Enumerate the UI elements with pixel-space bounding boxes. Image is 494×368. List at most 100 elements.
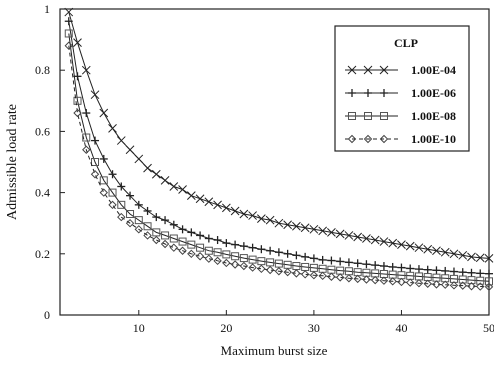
data-point xyxy=(449,249,459,259)
data-point xyxy=(309,254,318,263)
data-point xyxy=(143,222,152,231)
legend-marker xyxy=(347,134,357,144)
data-point xyxy=(485,277,493,286)
y-tick-label: 1 xyxy=(44,2,50,16)
plot-frame xyxy=(59,8,490,316)
axes-layer: 10 20 30 40 50 0 0.2 0.4 0.6 0.8 1 xyxy=(35,2,494,335)
data-point xyxy=(274,248,283,257)
data-point xyxy=(81,65,91,75)
legend-marker xyxy=(348,112,356,120)
data-point xyxy=(423,279,432,288)
x-tick-label: 10 xyxy=(133,321,145,335)
series-1.00E-10 xyxy=(64,41,494,292)
data-point xyxy=(440,247,450,257)
y-axis-label: Admissible load rate xyxy=(5,104,20,220)
data-point xyxy=(239,254,248,263)
legend-marker xyxy=(364,112,372,120)
data-point xyxy=(134,225,144,234)
data-point xyxy=(336,257,345,266)
data-point xyxy=(388,277,397,286)
data-point xyxy=(213,200,222,210)
data-point xyxy=(186,191,196,201)
data-point xyxy=(467,268,476,277)
data-point xyxy=(90,170,100,179)
data-point xyxy=(327,256,336,265)
data-point xyxy=(117,182,126,191)
series-layer xyxy=(64,7,494,292)
data-point xyxy=(265,215,275,225)
data-point xyxy=(485,269,493,278)
data-point xyxy=(187,228,196,237)
legend-marker xyxy=(348,89,356,97)
data-point xyxy=(73,38,82,48)
data-point xyxy=(161,231,170,240)
data-point xyxy=(222,239,231,248)
y-tick-label: 0.8 xyxy=(35,63,50,77)
legend-marker xyxy=(379,134,389,144)
data-point xyxy=(257,264,266,274)
data-point xyxy=(160,239,170,249)
data-point xyxy=(108,123,117,133)
data-point xyxy=(467,282,476,291)
data-point xyxy=(266,246,275,255)
data-point xyxy=(397,277,406,287)
data-point xyxy=(64,29,73,38)
data-point xyxy=(169,243,179,252)
data-point xyxy=(143,231,152,240)
data-point xyxy=(327,228,336,237)
data-point xyxy=(414,278,424,288)
data-point xyxy=(178,237,187,246)
data-point xyxy=(405,241,415,251)
data-point xyxy=(204,234,213,243)
data-point xyxy=(161,216,170,225)
legend-marker xyxy=(347,65,357,75)
data-point xyxy=(126,191,135,200)
data-point xyxy=(143,206,152,215)
data-point xyxy=(82,145,91,154)
legend-marker xyxy=(380,89,388,97)
y-tick-label: 0.4 xyxy=(35,186,50,200)
data-point xyxy=(125,145,135,155)
data-point xyxy=(309,224,319,234)
data-point xyxy=(204,197,214,207)
data-point xyxy=(134,200,143,209)
data-point xyxy=(423,244,433,254)
data-point xyxy=(117,212,126,222)
data-point xyxy=(116,136,126,145)
data-point xyxy=(169,234,178,243)
data-point xyxy=(222,250,231,259)
data-point xyxy=(458,250,468,260)
x-tick-label: 30 xyxy=(308,321,320,335)
data-point xyxy=(476,276,485,285)
series-line xyxy=(68,45,490,288)
legend-marker xyxy=(364,89,372,97)
x-axis-label: Maximum burst size xyxy=(221,343,328,358)
data-point xyxy=(99,176,108,185)
data-point xyxy=(82,133,91,142)
data-point xyxy=(99,108,109,118)
data-point xyxy=(91,158,100,166)
data-point xyxy=(187,249,196,259)
legend-marker xyxy=(380,112,388,120)
data-point xyxy=(353,232,363,242)
data-point xyxy=(379,237,389,246)
data-point xyxy=(362,234,371,243)
data-point xyxy=(467,276,476,285)
data-point xyxy=(292,269,301,278)
data-point xyxy=(327,272,336,281)
data-point xyxy=(353,274,362,284)
data-point xyxy=(344,258,353,267)
legend-title: CLP xyxy=(394,36,418,50)
data-point xyxy=(344,274,354,283)
data-point xyxy=(335,229,345,239)
data-point xyxy=(108,170,117,179)
data-point xyxy=(178,225,187,234)
data-point xyxy=(362,260,371,269)
y-tick-label: 0.2 xyxy=(35,247,50,261)
data-point xyxy=(152,213,161,222)
data-point xyxy=(152,235,161,245)
data-point xyxy=(169,182,179,191)
data-point xyxy=(397,263,406,272)
data-point xyxy=(151,169,161,179)
